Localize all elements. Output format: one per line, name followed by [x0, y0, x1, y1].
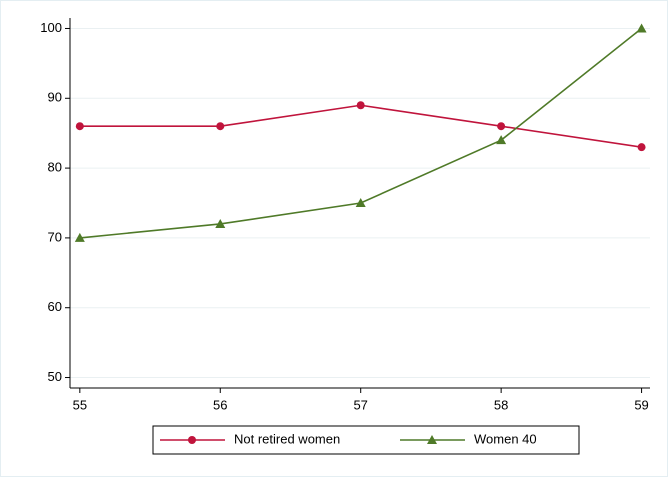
x-tick-label: 58	[494, 397, 508, 412]
y-tick-label: 80	[48, 160, 62, 175]
x-tick-label: 57	[353, 397, 367, 412]
y-tick-label: 60	[48, 299, 62, 314]
y-tick-label: 70	[48, 229, 62, 244]
y-tick-label: 50	[48, 369, 62, 384]
x-tick-label: 55	[73, 397, 87, 412]
marker	[427, 435, 437, 444]
marker	[355, 198, 366, 207]
marker	[74, 232, 85, 242]
marker	[636, 23, 647, 33]
marker	[637, 143, 646, 152]
marker	[216, 122, 225, 131]
y-tick-label: 90	[48, 90, 62, 105]
y-tick-label: 100	[40, 20, 62, 35]
marker	[496, 135, 507, 145]
marker	[75, 122, 84, 131]
legend-label: Women 40	[474, 431, 537, 446]
legend-label: Not retired women	[234, 431, 340, 446]
legend: Not retired women Women 40	[152, 425, 580, 455]
x-tick-label: 59	[634, 397, 648, 412]
marker	[497, 122, 506, 131]
marker	[215, 218, 226, 228]
marker	[356, 101, 365, 110]
marker	[188, 436, 196, 444]
x-tick-label: 56	[213, 397, 227, 412]
